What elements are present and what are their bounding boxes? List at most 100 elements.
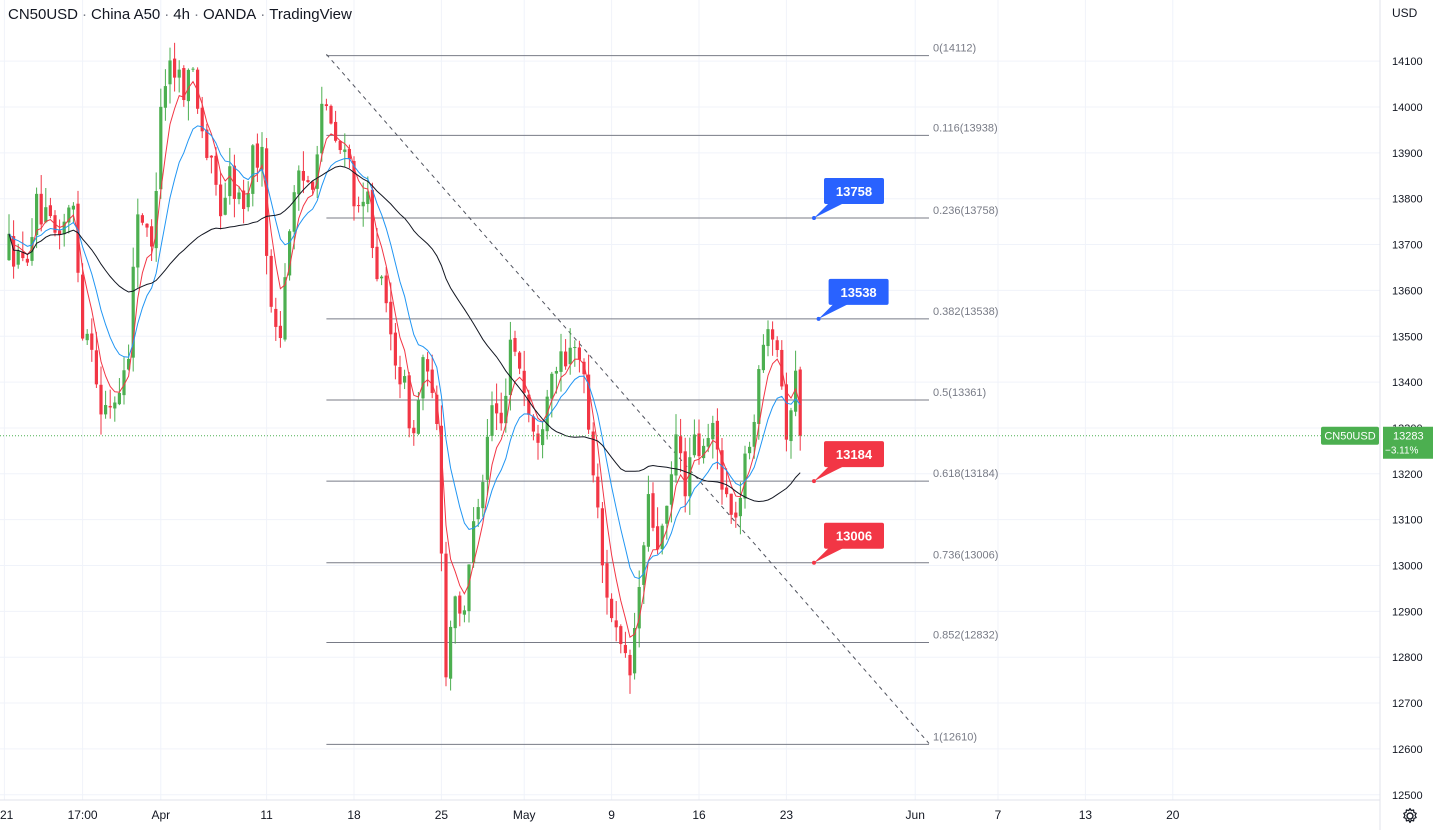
- candle-body: [761, 344, 765, 371]
- candle-body: [416, 400, 420, 434]
- last-price-value: 13283: [1393, 431, 1424, 443]
- candle-body: [343, 149, 347, 152]
- gear-icon[interactable]: [1400, 806, 1420, 826]
- candle-body: [720, 450, 724, 490]
- candle-body: [527, 394, 531, 415]
- candle-body: [7, 233, 11, 261]
- candle-body: [794, 370, 798, 412]
- candle-body: [610, 598, 614, 619]
- instrument-name: China A50: [91, 6, 161, 23]
- time-tick-label: Apr: [151, 808, 170, 822]
- candle-body: [605, 563, 609, 598]
- candle-body: [738, 497, 742, 517]
- candle-body: [748, 446, 752, 454]
- price-tick-label: 13500: [1392, 331, 1423, 343]
- candle-body: [600, 508, 604, 566]
- chart-header: CN50USD · China A50 · 4h · OANDA · TradingView: [8, 6, 352, 23]
- candle-body: [338, 140, 342, 151]
- fib-level-label: 0.852(12832): [933, 630, 998, 642]
- last-price-badge: [1383, 426, 1433, 459]
- candle-body: [674, 434, 678, 476]
- candle-body: [697, 433, 701, 457]
- candle-body: [711, 422, 715, 440]
- candle-body: [660, 525, 664, 550]
- candle-body: [476, 507, 480, 520]
- header-separator: ·: [164, 6, 170, 23]
- candle-body: [16, 250, 20, 265]
- candle-body: [136, 214, 140, 268]
- candle-body: [306, 180, 310, 183]
- fib-level-label: 0.736(13006): [933, 550, 998, 562]
- candle-body: [265, 148, 269, 256]
- price-tick-label: 13400: [1392, 377, 1423, 389]
- candle-body: [71, 205, 75, 210]
- candle-body: [76, 203, 80, 273]
- fib-level-label: 0.236(13758): [933, 205, 998, 217]
- candle-body: [784, 384, 788, 440]
- candle-body: [140, 215, 144, 223]
- candle-body: [407, 375, 411, 429]
- symbol-label[interactable]: CN50USD: [8, 6, 79, 23]
- candle-body: [679, 436, 683, 454]
- candle-body: [412, 427, 416, 434]
- fib-level-label: 0(14112): [933, 43, 976, 55]
- candle-body: [568, 347, 572, 365]
- candle-body: [587, 374, 591, 430]
- candle-body: [163, 86, 167, 108]
- fibonacci-layer: 0(14112) 0.116(13938) 0.236(13758) 0.382(13…: [326, 43, 998, 745]
- candle-body: [504, 395, 508, 424]
- candle-body: [734, 512, 738, 518]
- callout-anchor: [812, 215, 816, 220]
- last-price-symbol: CN50USD: [1324, 431, 1375, 443]
- candle-body: [766, 329, 770, 347]
- candle-body: [205, 129, 209, 158]
- candle-body: [591, 431, 595, 476]
- candle-body: [168, 60, 172, 85]
- price-tick-label: 12700: [1392, 698, 1423, 710]
- candle-body: [62, 221, 66, 235]
- candle-body: [347, 148, 351, 160]
- time-tick-label: 23: [780, 808, 794, 822]
- candle-body: [278, 325, 282, 339]
- candle-body: [637, 587, 641, 629]
- candle-body: [209, 155, 213, 158]
- candle-body: [619, 626, 623, 645]
- candle-body: [656, 526, 660, 550]
- candle-body: [274, 308, 278, 327]
- candle-body: [242, 190, 246, 209]
- candle-body: [462, 610, 466, 615]
- callout-anchor: [816, 316, 821, 321]
- candle-body: [288, 231, 292, 276]
- candle-body: [260, 146, 264, 170]
- candle-body: [771, 329, 775, 340]
- candle-body: [642, 545, 646, 585]
- price-tick-label: 13000: [1392, 561, 1423, 573]
- candle-body: [798, 369, 802, 436]
- candle-body: [444, 553, 448, 678]
- interval-label[interactable]: 4h: [173, 6, 190, 23]
- candle-body: [269, 255, 273, 307]
- candle-body: [449, 626, 453, 679]
- candle-body: [301, 170, 305, 181]
- candle-body: [646, 494, 650, 547]
- candle-body: [518, 352, 522, 369]
- callout-anchor: [812, 479, 816, 484]
- callout-pointer: [814, 465, 846, 482]
- candle-body: [324, 104, 328, 107]
- candle-body: [352, 160, 356, 207]
- callout-pointer: [818, 302, 851, 319]
- candle-body: [25, 258, 29, 263]
- currency-selector[interactable]: USD: [1392, 6, 1418, 20]
- candle-body: [683, 451, 687, 497]
- candle-body: [375, 246, 379, 280]
- candle-body: [384, 275, 388, 304]
- candle-body: [430, 369, 434, 393]
- time-tick-label: 25: [435, 808, 449, 822]
- price-tick-label: 13600: [1392, 285, 1423, 297]
- trendline-layer: [326, 53, 930, 744]
- candle-body: [159, 106, 163, 190]
- candle-body: [329, 105, 333, 124]
- candle-body: [150, 226, 154, 247]
- candles-layer: [7, 42, 802, 694]
